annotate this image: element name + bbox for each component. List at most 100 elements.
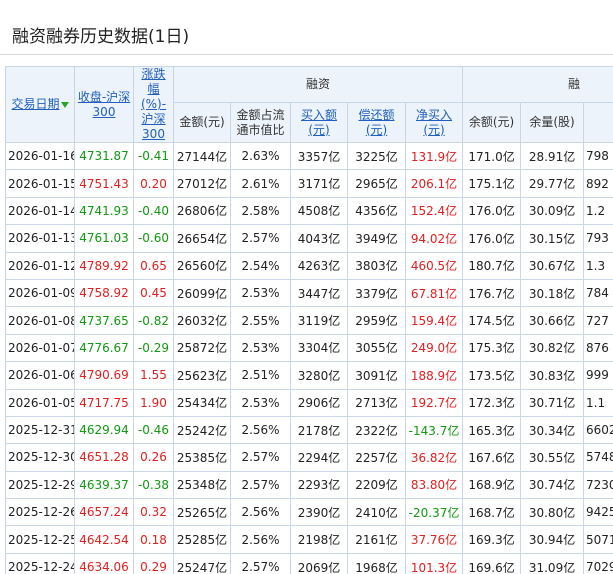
table-cell: 2026-01-12 — [5, 251, 75, 280]
table-cell: 25872亿 — [173, 333, 231, 363]
table-cell: 2026-01-08 — [5, 306, 75, 335]
table-cell: 30.09亿 — [520, 196, 585, 226]
table-cell: 3119亿 — [290, 306, 348, 335]
table-cell: 26560亿 — [173, 251, 231, 280]
column-header[interactable]: 交易日期 — [5, 66, 75, 143]
table-cell: 2713亿 — [347, 388, 406, 417]
table-cell: 25242亿 — [173, 415, 231, 445]
table-cell: 1.2 — [583, 196, 613, 226]
table-cell: 30.66亿 — [520, 306, 585, 335]
column-header: 金额占流通市值比 — [230, 102, 291, 143]
table-cell: 180.7亿 — [462, 251, 522, 280]
table-cell: 2293亿 — [290, 470, 348, 500]
table-cell: 2026-01-15 — [5, 169, 75, 198]
table-cell: 26806亿 — [173, 196, 231, 226]
table-cell: 168.9亿 — [462, 470, 522, 500]
table-cell: 2.58% — [230, 196, 291, 226]
table-cell: 2.56% — [230, 525, 291, 554]
column-header-text: 偿还额(元) — [358, 107, 395, 137]
table-cell: 798 — [583, 141, 613, 171]
column-header-text: 余量(股) — [529, 115, 575, 130]
table-row: 2026-01-14 4741.93 -0.40 26806亿 2.58% 4508亿 43… — [5, 196, 613, 226]
table-cell: 101.3亿 — [404, 552, 464, 574]
column-header[interactable]: 涨跌幅(%)-沪深300 — [133, 66, 174, 143]
column-header-text: 收盘-沪深300 — [77, 89, 131, 119]
table-cell: 4758.92 — [74, 278, 134, 308]
table-row: 2025-12-31 4629.94 -0.46 25242亿 2.56% 2178亿 23… — [5, 415, 613, 445]
table-cell: 4639.37 — [74, 470, 134, 500]
table-cell: 2025-12-25 — [5, 525, 75, 554]
table-row: 2025-12-29 4639.37 -0.38 25348亿 2.57% 2293亿 22… — [5, 470, 613, 500]
column-header: 金额(元) — [173, 102, 231, 143]
table-cell: -0.46 — [133, 415, 174, 445]
column-header[interactable]: 偿还额(元) — [347, 102, 406, 143]
table-cell: 9425 — [583, 498, 613, 527]
column-header[interactable]: 卖出(股 — [583, 102, 613, 143]
table-cell: 2026-01-16 — [5, 141, 75, 171]
table-cell: -143.7亿 — [404, 415, 464, 445]
table-cell: -0.41 — [133, 141, 174, 171]
table-cell: -20.37亿 — [404, 498, 464, 527]
column-header[interactable]: 净买入(元) — [404, 102, 464, 143]
table-cell: 4741.93 — [74, 196, 134, 226]
table-row: 2026-01-07 4776.67 -0.29 25872亿 2.53% 3304亿 30… — [5, 333, 613, 363]
column-header[interactable]: 买入额(元) — [290, 102, 348, 143]
table-cell: 169.6亿 — [462, 552, 522, 574]
table-cell: 30.83亿 — [520, 361, 585, 390]
table-row: 2026-01-06 4790.69 1.55 25623亿 2.51% 3280亿 309… — [5, 361, 613, 390]
table-cell: 26654亿 — [173, 224, 231, 253]
table-cell: 2026-01-05 — [5, 388, 75, 417]
table-cell: 1.90 — [133, 388, 174, 417]
column-header-text: 买入额(元) — [300, 107, 337, 137]
group-header: 融资 — [172, 66, 464, 104]
table-cell: 30.94亿 — [520, 525, 585, 554]
table-cell: 4657.24 — [74, 498, 134, 527]
table-cell: 4776.67 — [74, 333, 134, 363]
table-cell: -0.60 — [133, 224, 174, 253]
table-cell: 206.1亿 — [404, 169, 464, 198]
table-cell: 25265亿 — [173, 498, 231, 527]
table-cell: 94.02亿 — [404, 224, 464, 253]
column-header-text: 交易日期 — [11, 97, 60, 111]
table-cell: 2.51% — [230, 361, 291, 390]
table-cell: 30.80亿 — [520, 498, 585, 527]
column-header-text: 金额占流通市值比 — [236, 107, 285, 137]
table-cell: 30.55亿 — [520, 443, 585, 472]
table-cell: 25348亿 — [173, 470, 231, 500]
table-row: 2026-01-16 4731.87 -0.41 27144亿 2.63% 3357亿 32… — [5, 141, 613, 171]
table-cell: 27012亿 — [173, 169, 231, 198]
table-row: 2026-01-13 4761.03 -0.60 26654亿 2.57% 4043亿 39… — [5, 224, 613, 253]
table-cell: 175.1亿 — [462, 169, 522, 198]
table-cell: 2025-12-29 — [5, 470, 75, 500]
table-cell: 2.57% — [230, 470, 291, 500]
table-cell: 30.34亿 — [520, 415, 585, 445]
table-cell: 7230 — [583, 470, 613, 500]
table-cell: 192.7亿 — [404, 388, 464, 417]
table-cell: 168.7亿 — [462, 498, 522, 527]
table-cell: 4761.03 — [74, 224, 134, 253]
table-cell: 4737.65 — [74, 306, 134, 335]
table-cell: 29.77亿 — [520, 169, 585, 198]
table-cell: 2026-01-14 — [5, 196, 75, 226]
table-row: 2025-12-24 4634.06 0.29 25247亿 2.57% 2069亿 196… — [5, 552, 613, 574]
table-cell: 30.18亿 — [520, 278, 585, 308]
table-cell: 2025-12-26 — [5, 498, 75, 527]
column-header-text: 涨跌幅(%)-沪深300 — [140, 67, 167, 142]
table-cell: 173.5亿 — [462, 361, 522, 390]
table-cell: 3357亿 — [290, 141, 348, 171]
column-header[interactable]: 收盘-沪深300 — [74, 66, 134, 143]
table-cell: 25623亿 — [173, 361, 231, 390]
table-cell: 2.53% — [230, 278, 291, 308]
table-cell: 1.3 — [583, 251, 613, 280]
table-cell: 3803亿 — [347, 251, 406, 280]
table-cell: 4634.06 — [74, 552, 134, 574]
table-cell: 67.81亿 — [404, 278, 464, 308]
table-cell: 175.3亿 — [462, 333, 522, 363]
table-cell: 30.74亿 — [520, 470, 585, 500]
table-cell: 460.5亿 — [404, 251, 464, 280]
table-cell: 3280亿 — [290, 361, 348, 390]
column-header-text: 余额(元) — [468, 115, 515, 130]
table-cell: 2025-12-31 — [5, 415, 75, 445]
table-cell: 2294亿 — [290, 443, 348, 472]
